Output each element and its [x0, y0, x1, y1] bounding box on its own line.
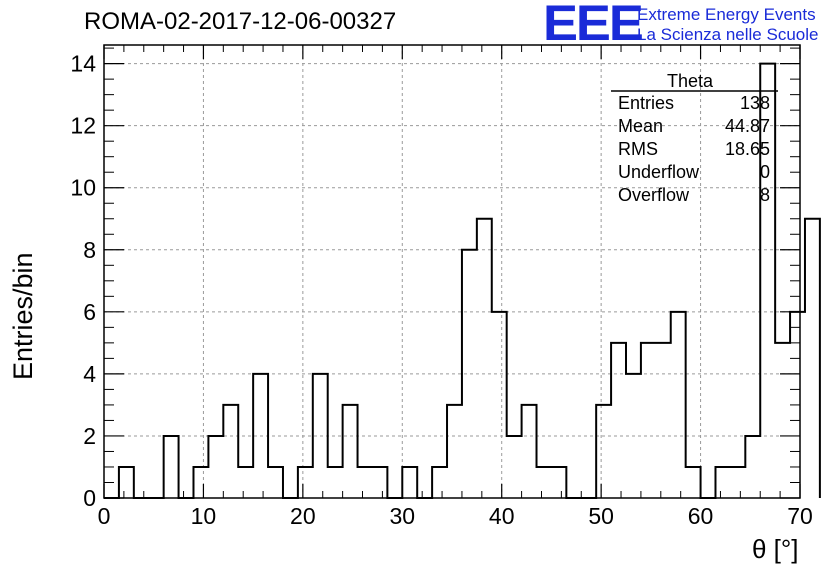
histogram-bin	[447, 405, 462, 498]
histogram-bin	[686, 467, 701, 498]
histogram-bin	[551, 467, 566, 498]
y-tick-label: 14	[70, 51, 96, 77]
stat-name: Overflow	[618, 185, 690, 205]
stat-value: 138	[739, 93, 770, 113]
histogram-bin	[372, 467, 387, 498]
histogram-bin	[328, 467, 343, 498]
x-tick-label: 70	[787, 503, 813, 529]
stat-row-underflow: Underflow 0	[618, 162, 770, 184]
stat-name: Mean	[618, 116, 664, 136]
histogram-bin	[611, 343, 626, 498]
histogram-bin	[671, 312, 686, 498]
stat-value: 44.87	[724, 116, 770, 136]
histogram-bin	[402, 467, 417, 498]
histogram-bin	[477, 219, 492, 498]
histogram-bin	[596, 405, 611, 498]
histogram-bin	[208, 436, 223, 498]
logo-line-2: La Scienza nelle Scuole	[637, 25, 819, 44]
y-tick-label: 12	[70, 113, 96, 139]
y-axis-label: Entries/bin	[8, 252, 38, 380]
stat-row-overflow: Overflow 8	[618, 185, 770, 207]
histogram-bin	[507, 436, 522, 498]
histogram-bin	[805, 219, 820, 498]
histogram-bin	[715, 467, 730, 498]
x-tick-label: 40	[489, 503, 515, 529]
stat-value: 18.65	[724, 139, 770, 159]
histogram-bin	[193, 467, 208, 498]
histogram-bin	[537, 467, 552, 498]
histogram-bin	[223, 405, 238, 498]
histogram-bin	[492, 312, 507, 498]
histogram-bin	[745, 436, 760, 498]
y-tick-label: 8	[83, 237, 96, 263]
stat-name: Entries	[618, 93, 675, 113]
logo-line-1: Extreme Energy Events	[637, 5, 816, 24]
histogram-bin	[522, 405, 537, 498]
histogram-bin	[164, 436, 179, 498]
stat-row-mean: Mean 44.87	[618, 116, 770, 138]
histogram-bin	[730, 467, 745, 498]
grid-lines	[104, 45, 800, 498]
run-title: ROMA-02-2017-12-06-00327	[84, 8, 397, 35]
histogram-bin	[268, 467, 283, 498]
histogram-bin	[656, 343, 671, 498]
x-tick-label: 0	[98, 503, 111, 529]
x-tick-label: 50	[588, 503, 614, 529]
eee-logo: EEE	[543, 0, 644, 51]
x-tick-label: 10	[191, 503, 217, 529]
x-tick-label: 60	[688, 503, 714, 529]
x-tick-label: 30	[389, 503, 415, 529]
axis-tick-labels: 0 10 20 30 40 50 60 70 0 2 4 6 8 10 12 14	[70, 51, 812, 529]
histogram-bin	[119, 467, 134, 498]
x-tick-label: 20	[290, 503, 316, 529]
y-tick-label: 6	[83, 299, 96, 325]
stat-row-rms: RMS 18.65	[618, 139, 770, 161]
stat-value: 8	[759, 185, 770, 205]
histogram-bin	[238, 467, 253, 498]
stat-row-entries: Entries 138	[618, 93, 770, 115]
histogram-bin	[432, 467, 447, 498]
stat-name: Underflow	[618, 162, 700, 182]
y-tick-label: 2	[83, 423, 96, 449]
histogram-bin	[298, 467, 313, 498]
histogram-bin	[775, 343, 790, 498]
stat-name: RMS	[618, 139, 658, 159]
histogram-bin	[641, 343, 656, 498]
histogram-bin	[343, 405, 358, 498]
y-tick-label: 0	[83, 485, 96, 511]
x-axis-label: θ [°]	[752, 534, 799, 564]
histogram-bin	[358, 467, 373, 498]
y-tick-label: 10	[70, 175, 96, 201]
y-tick-label: 4	[83, 361, 96, 387]
plot-frame	[103, 44, 801, 499]
stat-value: 0	[759, 162, 770, 182]
stats-title: Theta	[667, 71, 714, 91]
